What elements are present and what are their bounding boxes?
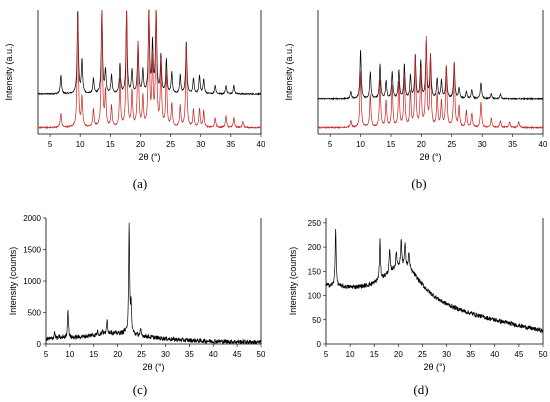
x-tick-label: 35 [185,350,194,359]
chart-panel-d: 5 10 15 20 25 30 35 40 45 50 0 50 100 150 200 250 2θ (°)… [288,218,548,397]
panel-label: (c) [133,382,147,397]
x-tick-label: 20 [394,350,403,359]
y-tick-label: 0 [37,340,42,349]
x-tick-label: 5 [324,350,329,359]
x-tick-label: 30 [196,140,205,149]
x-tick-label: 25 [447,140,456,149]
x-tick-label: 30 [161,350,170,359]
x-tick-label: 25 [166,140,175,149]
y-tick-label: 0 [317,340,322,349]
x-tick-label: 10 [356,140,365,149]
y-tick-label: 150 [308,267,322,276]
x-tick-label: 40 [539,140,548,149]
x-tick-label: 25 [418,350,427,359]
x-tick-label: 35 [226,140,235,149]
x-tick-label: 40 [209,350,218,359]
x-tick-label: 20 [417,140,426,149]
y-axis-label: Intensity (a.u.) [4,43,14,100]
y-tick-label: 50 [312,316,321,325]
chart-panel-a: 5 10 15 20 25 30 35 40 2θ (°) Intensity (a.u.) (a) [4,9,266,191]
x-tick-label: 15 [106,140,115,149]
x-tick-label: 20 [136,140,145,149]
panel-label: (b) [411,176,426,191]
series-line-2 [317,35,544,130]
chart-panel-b: 5 10 15 20 25 30 35 40 2θ (°) Intensity (a.u.) (b) [284,10,548,191]
x-axis-label: 2θ (°) [142,362,164,372]
x-tick-label: 20 [113,350,122,359]
x-tick-label: 10 [76,140,85,149]
x-tick-label: 45 [514,350,523,359]
x-tick-label: 5 [48,140,53,149]
x-tick-label: 35 [466,350,475,359]
x-tick-label: 45 [233,350,242,359]
x-tick-label: 50 [257,350,266,359]
x-axis-label: 2θ (°) [138,152,160,162]
x-tick-label: 15 [370,350,379,359]
y-tick-label: 250 [308,219,322,228]
y-tick-label: 1000 [23,277,41,286]
x-tick-label: 40 [490,350,499,359]
y-tick-label: 100 [308,292,322,301]
x-tick-label: 40 [257,140,266,149]
x-tick-label: 10 [65,350,74,359]
x-tick-label: 5 [328,140,333,149]
y-tick-label: 2000 [23,214,41,223]
series-line-1 [325,228,544,334]
x-tick-label: 35 [508,140,517,149]
x-tick-label: 25 [137,350,146,359]
x-tick-label: 15 [387,140,396,149]
x-tick-label: 50 [539,350,548,359]
series-line-1 [317,41,544,101]
y-axis-label: Intensity (counts) [288,247,298,316]
x-tick-label: 30 [478,140,487,149]
x-tick-label: 10 [346,350,355,359]
series-line-1 [45,222,262,345]
series-line-2 [37,9,262,130]
x-axis-label: 2θ (°) [419,152,441,162]
y-tick-label: 200 [308,243,322,252]
x-tick-label: 15 [89,350,98,359]
panel-label: (a) [133,176,147,191]
y-axis-label: Intensity (a.u.) [284,43,294,100]
y-axis-label: Intensity (counts) [8,247,18,316]
x-tick-label: 30 [442,350,451,359]
panel-label: (d) [413,382,428,397]
x-tick-label: 5 [44,350,49,359]
x-axis-label: 2θ (°) [423,362,445,372]
y-tick-label: 1500 [23,246,41,255]
y-tick-label: 500 [28,309,42,318]
